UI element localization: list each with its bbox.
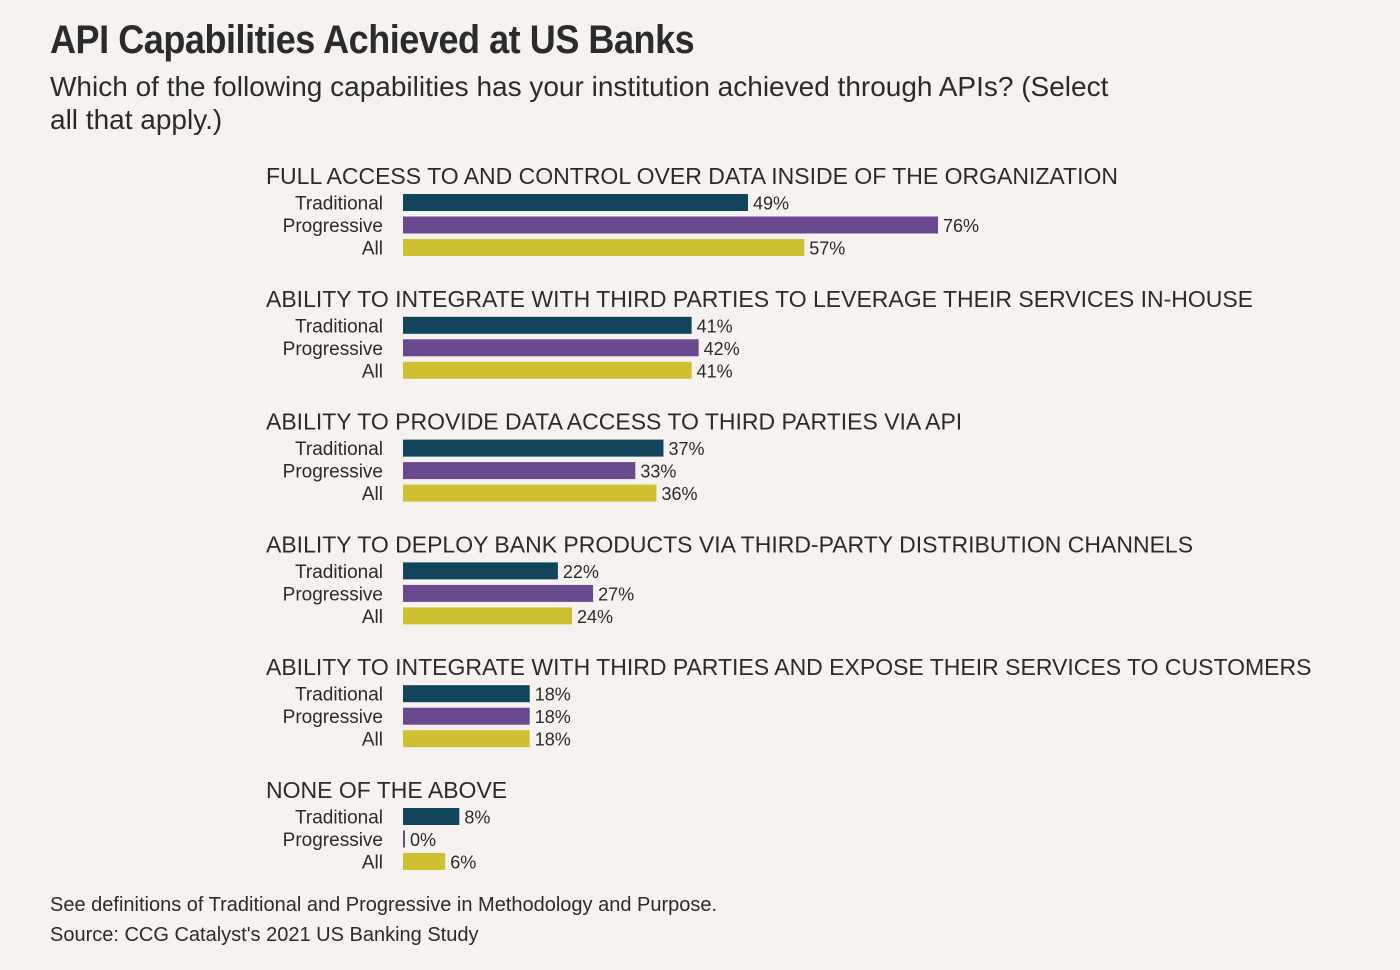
category-label: ABILITY TO PROVIDE DATA ACCESS TO THIRD … (266, 409, 962, 435)
category-group: NONE OF THE ABOVE Traditional 8% Progressiv… (266, 777, 507, 874)
bar-traditional (403, 685, 530, 703)
bar-traditional (403, 194, 748, 211)
series-label: All (362, 484, 383, 505)
series-label: Progressive (283, 707, 383, 728)
value-label: 42% (704, 339, 740, 359)
series-label: All (362, 853, 383, 874)
series-label: Progressive (283, 339, 383, 360)
value-label: 57% (809, 239, 845, 259)
series-label: Traditional (295, 808, 383, 829)
category-group: ABILITY TO PROVIDE DATA ACCESS TO THIRD … (266, 409, 962, 506)
bar-all (403, 607, 572, 625)
definitions-footnote: See definitions of Traditional and Progr… (50, 894, 718, 916)
source-note: Source: CCG Catalyst's 2021 US Banking S… (50, 924, 479, 946)
category-group: FULL ACCESS TO AND CONTROL OVER DATA INS… (266, 163, 1118, 260)
value-label: 8% (464, 808, 490, 828)
value-label: 36% (661, 484, 697, 504)
category-label: ABILITY TO INTEGRATE WITH THIRD PARTIES … (266, 286, 1253, 312)
category-label: ABILITY TO DEPLOY BANK PRODUCTS VIA THIR… (266, 531, 1193, 557)
value-label: 6% (450, 853, 476, 873)
chart-subtitle: Which of the following capabilities has … (50, 71, 1109, 135)
series-label: Progressive (283, 584, 383, 605)
category-group: ABILITY TO DEPLOY BANK PRODUCTS VIA THIR… (266, 531, 1193, 628)
value-label: 76% (943, 216, 979, 236)
category-label: NONE OF THE ABOVE (266, 777, 507, 803)
value-label: 41% (697, 361, 733, 381)
series-label: All (362, 239, 383, 260)
bar-chart: FULL ACCESS TO AND CONTROL OVER DATA INS… (266, 163, 1311, 874)
series-label: Progressive (283, 216, 383, 237)
bar-all (403, 853, 446, 870)
value-label: 22% (563, 562, 599, 582)
chart-title: API Capabilities Achieved at US Banks (50, 18, 695, 62)
value-label: 41% (697, 316, 733, 336)
series-label: Progressive (283, 830, 383, 851)
bar-progressive (403, 584, 594, 602)
bar-all (403, 239, 805, 256)
bar-all (403, 484, 657, 502)
category-label: ABILITY TO INTEGRATE WITH THIRD PARTIES … (266, 654, 1311, 680)
bar-progressive (403, 216, 939, 234)
value-label: 18% (535, 707, 571, 727)
value-label: 18% (535, 730, 571, 750)
value-label: 24% (577, 607, 613, 627)
bar-progressive (403, 707, 530, 725)
bar-progressive (403, 830, 405, 848)
series-label: Progressive (283, 462, 383, 483)
series-label: Traditional (295, 316, 383, 337)
series-label: Traditional (295, 194, 383, 215)
bar-traditional (403, 808, 460, 825)
series-label: Traditional (295, 562, 383, 583)
value-label: 18% (535, 685, 571, 705)
bar-progressive (403, 462, 636, 480)
value-label: 27% (598, 584, 634, 604)
series-label: All (362, 607, 383, 628)
value-label: 0% (410, 830, 436, 850)
series-label: Traditional (295, 685, 383, 706)
series-label: All (362, 361, 383, 382)
bar-traditional (403, 562, 558, 580)
bar-all (403, 361, 692, 379)
value-label: 37% (668, 439, 704, 459)
series-label: Traditional (295, 439, 383, 460)
category-label: FULL ACCESS TO AND CONTROL OVER DATA INS… (266, 163, 1118, 189)
value-label: 49% (753, 194, 789, 214)
bar-traditional (403, 439, 664, 457)
bar-all (403, 730, 530, 748)
category-group: ABILITY TO INTEGRATE WITH THIRD PARTIES … (266, 286, 1253, 383)
category-group: ABILITY TO INTEGRATE WITH THIRD PARTIES … (266, 654, 1311, 751)
bar-traditional (403, 316, 692, 334)
value-label: 33% (640, 462, 676, 482)
series-label: All (362, 730, 383, 751)
bar-progressive (403, 339, 699, 357)
